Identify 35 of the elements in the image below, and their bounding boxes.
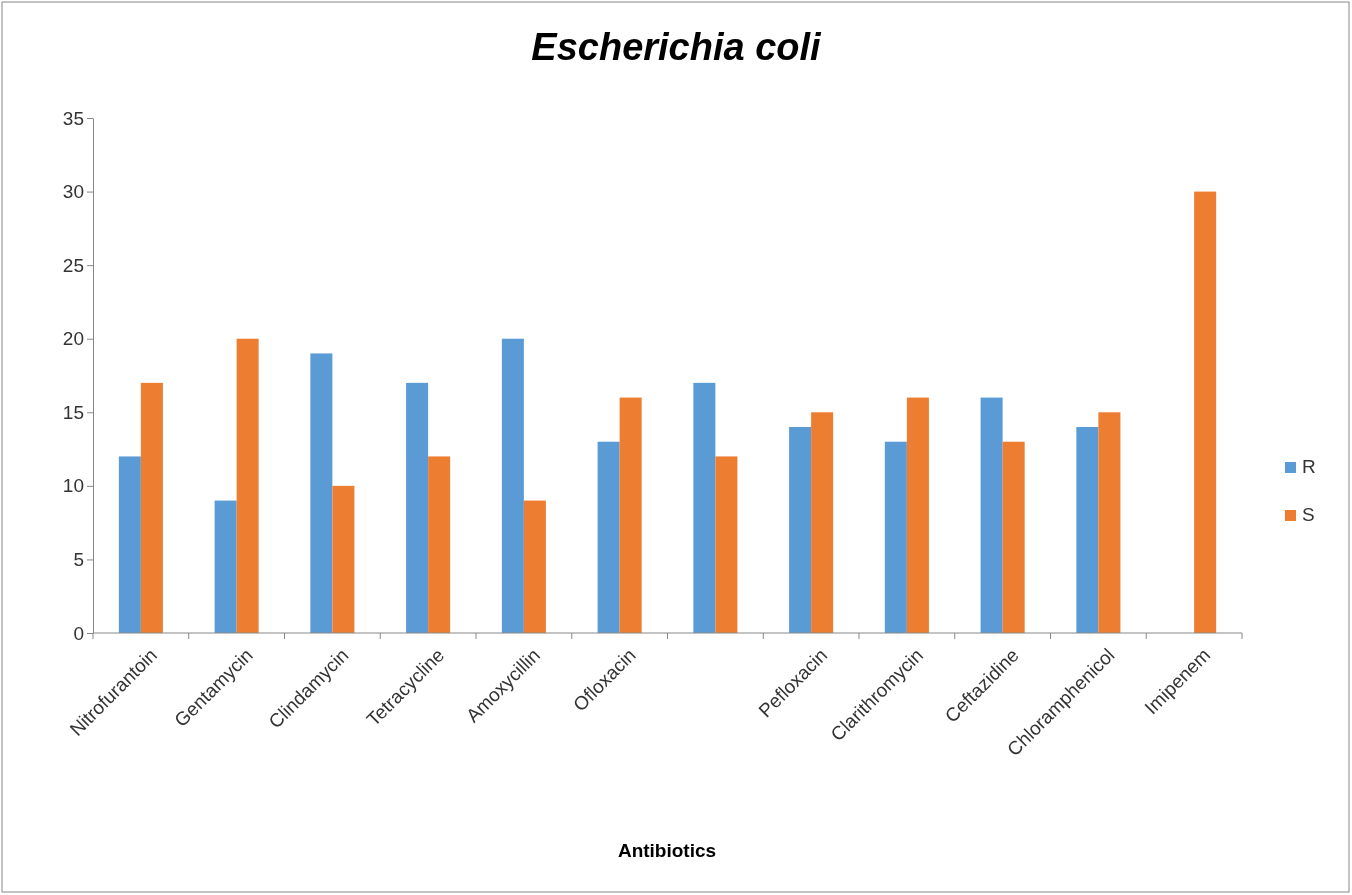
bar (811, 412, 834, 633)
bar (118, 456, 141, 633)
y-tick-label: 25 (62, 254, 84, 276)
bar (523, 500, 546, 633)
bar (597, 441, 620, 633)
bar (1194, 191, 1217, 633)
y-tick-label: 10 (62, 475, 84, 497)
bar (428, 456, 451, 633)
bar (501, 338, 524, 633)
bar (1076, 427, 1099, 633)
bar (310, 353, 333, 633)
bar (140, 382, 163, 633)
bar (980, 397, 1003, 633)
bar (619, 397, 642, 633)
bar (332, 485, 355, 633)
bar (789, 427, 812, 633)
bar (715, 456, 738, 633)
bar (884, 441, 907, 633)
y-tick-label: 35 (62, 107, 84, 129)
y-tick-label: 30 (62, 181, 84, 203)
bar (406, 382, 429, 633)
y-tick-label: 0 (73, 622, 84, 644)
x-axis-title: Antibiotics (617, 840, 717, 861)
y-tick-label: 5 (73, 549, 84, 571)
bar (1098, 412, 1121, 633)
bar (236, 338, 259, 633)
bar (1002, 441, 1025, 633)
bar (693, 382, 716, 633)
legend-label: S (1302, 504, 1315, 525)
chart-title: Escherichia coli (531, 26, 823, 68)
legend-label: R (1302, 456, 1316, 477)
y-tick-label: 20 (62, 328, 84, 350)
bar (214, 500, 237, 633)
y-tick-label: 15 (62, 401, 84, 423)
bar (906, 397, 929, 633)
